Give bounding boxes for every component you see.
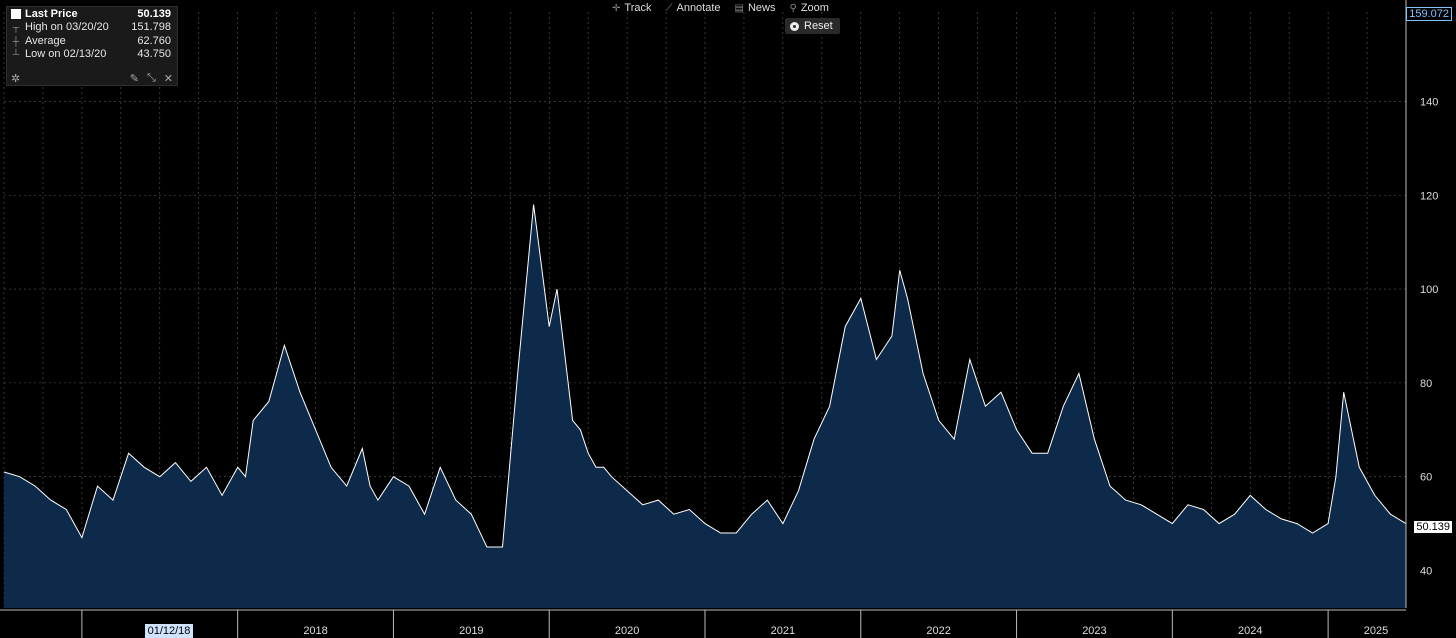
reset-radio-icon — [790, 21, 799, 31]
y-tick-label: 60 — [1420, 472, 1432, 484]
legend-row-last-price[interactable]: Last Price 50.139 — [7, 7, 177, 21]
legend-row-high[interactable]: ┬ High on 03/20/20 151.798 — [7, 21, 177, 35]
legend-label: High on 03/20/20 — [25, 21, 109, 34]
pin-icon[interactable]: ✎ — [129, 72, 139, 85]
price-line — [3, 204, 1407, 548]
legend-value: 151.798 — [131, 21, 171, 34]
annotate-button[interactable]: ⟋ Annotate — [665, 0, 720, 16]
crosshair-icon: ✛ — [612, 2, 621, 14]
x-tick-label: 2018 — [303, 625, 327, 637]
x-tick-label: 2023 — [1082, 625, 1106, 637]
legend-row-average[interactable]: ┼ Average 62.760 — [7, 34, 177, 48]
news-button[interactable]: ▤ News — [735, 0, 776, 16]
y-axis: 40 60 80 100 120 140 — [1405, 0, 1438, 608]
x-tick-label: 2025 — [1364, 625, 1388, 637]
x-axis-selected-date: 01/12/18 — [145, 624, 193, 638]
y-axis-max-tag: 159.072 — [1406, 7, 1452, 21]
reset-button[interactable]: Reset — [785, 18, 840, 34]
legend-label: Last Price — [25, 7, 78, 20]
annotate-label: Annotate — [676, 2, 721, 14]
legend-label: Low on 02/13/20 — [25, 48, 107, 61]
square-icon — [11, 8, 21, 19]
price-area — [4, 204, 1406, 608]
y-tick-label: 140 — [1420, 96, 1438, 108]
news-icon: ▤ — [734, 2, 744, 14]
pencil-icon: ⟋ — [665, 2, 673, 14]
reset-label: Reset — [804, 20, 833, 32]
news-label: News — [747, 2, 776, 14]
legend-row-low[interactable]: ┴ Low on 02/13/20 43.750 — [7, 48, 177, 62]
track-label: Track — [624, 2, 652, 14]
legend-panel: Last Price 50.139 ┬ High on 03/20/20 151… — [6, 6, 178, 86]
zoom-label: Zoom — [800, 2, 829, 14]
legend-value: 43.750 — [137, 48, 171, 61]
legend-value: 62.760 — [137, 34, 171, 47]
x-tick-label: 2022 — [926, 625, 950, 637]
last-price-tag: 50.139 — [1414, 521, 1452, 533]
x-tick-label: 2021 — [771, 625, 795, 637]
legend-tools: ✲ ✎ ⤡ ✕ — [7, 71, 177, 85]
zoom-button[interactable]: ⚲ Zoom — [790, 0, 829, 16]
collapse-icon[interactable]: ⤡ — [146, 71, 156, 84]
magnifier-icon: ⚲ — [789, 2, 797, 14]
chart-toolbar: ✛ Track ⟋ Annotate ▤ News ⚲ Zoom — [612, 0, 829, 16]
y-tick-label: 100 — [1420, 284, 1438, 296]
x-tick-label: 2019 — [459, 625, 483, 637]
legend-value: 50.139 — [137, 7, 171, 20]
x-axis: 201720182019202020212022202320242025 — [0, 609, 1406, 638]
close-icon[interactable]: ✕ — [163, 72, 173, 85]
x-tick-label: 2020 — [615, 625, 639, 637]
y-tick-label: 80 — [1420, 378, 1432, 390]
high-marker-icon: ┬ — [12, 22, 20, 33]
settings-gear-icon[interactable]: ✲ — [11, 72, 21, 85]
average-marker-icon: ┼ — [12, 35, 20, 46]
low-marker-icon: ┴ — [12, 49, 20, 60]
x-tick-label: 2024 — [1238, 625, 1262, 637]
y-tick-label: 40 — [1420, 565, 1432, 577]
y-tick-label: 120 — [1420, 190, 1438, 202]
track-button[interactable]: ✛ Track — [612, 0, 651, 16]
legend-label: Average — [25, 34, 66, 47]
